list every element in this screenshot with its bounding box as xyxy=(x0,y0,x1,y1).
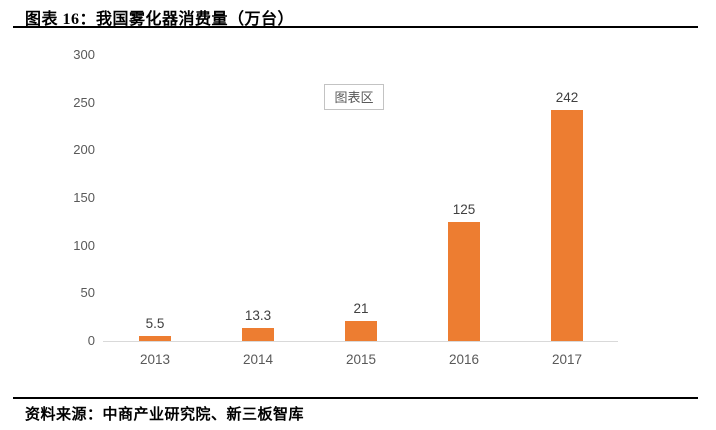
bar-2016 xyxy=(448,222,480,341)
source-note: 资料来源：中商产业研究院、新三板智库 xyxy=(25,407,305,423)
bar-value-label: 13.3 xyxy=(244,308,272,323)
y-axis-tick-label: 200 xyxy=(73,142,95,157)
x-axis-tick-label: 2017 xyxy=(551,352,583,367)
bar-value-label: 242 xyxy=(555,90,579,105)
y-axis-tick-label: 250 xyxy=(73,95,95,110)
x-axis-tick-label: 2014 xyxy=(242,352,274,367)
top-divider xyxy=(13,26,698,28)
bar-2013 xyxy=(139,336,171,341)
x-axis-tick-label: 2013 xyxy=(139,352,171,367)
y-axis-tick-label: 300 xyxy=(73,47,95,62)
bar-2017 xyxy=(551,110,583,341)
bar-value-label: 5.5 xyxy=(145,316,165,331)
x-axis-tick-label: 2015 xyxy=(345,352,377,367)
y-axis-tick-label: 150 xyxy=(73,190,95,205)
x-axis-tick-label: 2016 xyxy=(448,352,480,367)
bottom-divider xyxy=(13,397,698,399)
bar-2015 xyxy=(345,321,377,341)
bar-value-label: 21 xyxy=(353,301,369,316)
y-axis-tick-label: 0 xyxy=(87,333,95,348)
chart-area-tooltip: 图表区 xyxy=(324,84,384,110)
x-axis-line xyxy=(103,341,618,342)
y-axis-tick-label: 100 xyxy=(73,238,95,253)
y-axis-tick-label: 50 xyxy=(80,285,95,300)
chart-title: 图表 16：我国雾化器消费量（万台） xyxy=(25,11,295,28)
bar-value-label: 125 xyxy=(452,202,476,217)
bar-chart: 0 50 100 150 200 250 300 5.5 13.3 21 125 242 2013 2… xyxy=(0,32,716,392)
bar-2014 xyxy=(242,328,274,341)
